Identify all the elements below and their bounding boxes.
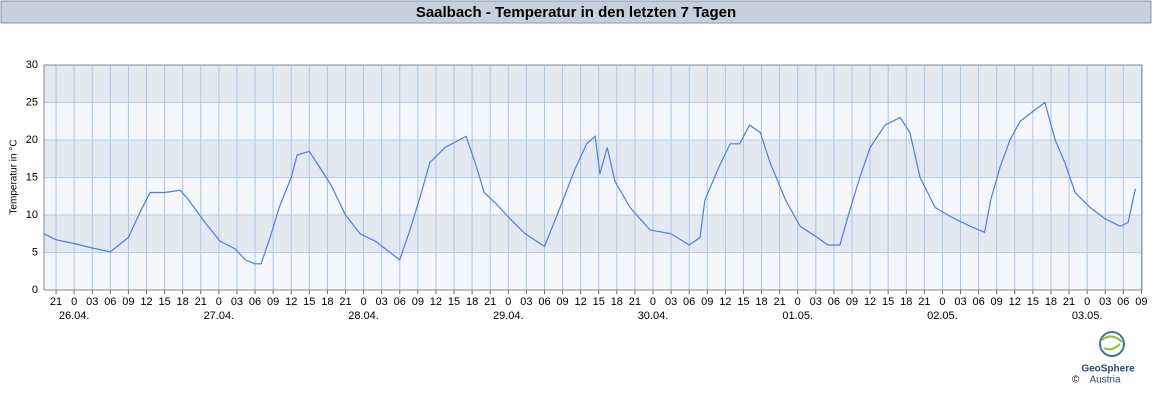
copyright: © (1072, 375, 1080, 386)
x-tick-label: 21 (339, 296, 351, 308)
x-tick-label: 06 (683, 296, 695, 308)
chart-title: Saalbach - Temperatur in den letzten 7 T… (416, 4, 736, 21)
date-label: 28.04. (348, 310, 379, 322)
date-label: 02.05. (927, 310, 958, 322)
x-tick-label: 0 (939, 296, 945, 308)
x-tick-label: 18 (466, 296, 478, 308)
title-bar (0, 0, 1152, 24)
x-tick-label: 15 (448, 296, 460, 308)
x-tick-label: 18 (1045, 296, 1057, 308)
x-tick-label: 0 (361, 296, 367, 308)
x-tick-label: 0 (71, 296, 77, 308)
logo-icon (1101, 335, 1123, 351)
x-tick-label: 18 (611, 296, 623, 308)
x-tick-label: 09 (991, 296, 1003, 308)
x-tick-label: 09 (122, 296, 134, 308)
y-tick-label: 10 (26, 209, 38, 221)
x-tick-label: 15 (593, 296, 605, 308)
band (44, 65, 1142, 103)
x-tick-label: 03 (954, 296, 966, 308)
x-tick-label: 21 (773, 296, 785, 308)
x-tick-label: 03 (231, 296, 243, 308)
x-tick-label: 15 (737, 296, 749, 308)
x-tick-label: 03 (520, 296, 532, 308)
x-tick-label: 09 (1135, 296, 1147, 308)
x-tick-label: 12 (1009, 296, 1021, 308)
y-tick-label: 20 (26, 134, 38, 146)
y-axis-label: Temperatur in °C (9, 139, 20, 214)
x-tick-label: 21 (195, 296, 207, 308)
y-tick-label: 15 (26, 171, 38, 183)
x-tick-label: 06 (972, 296, 984, 308)
date-label: 30.04. (638, 310, 669, 322)
x-tick-label: 18 (900, 296, 912, 308)
x-tick-label: 09 (412, 296, 424, 308)
x-tick-label: 0 (1084, 296, 1090, 308)
date-label: 27.04. (204, 310, 235, 322)
y-tick-label: 5 (32, 246, 38, 258)
x-tick-label: 15 (303, 296, 315, 308)
x-tick-label: 21 (918, 296, 930, 308)
x-tick-label: 03 (376, 296, 388, 308)
x-tick-label: 03 (810, 296, 822, 308)
x-tick-label: 03 (665, 296, 677, 308)
logo-sub: Austria (1089, 375, 1121, 386)
x-tick-label: 15 (882, 296, 894, 308)
x-tick-label: 09 (846, 296, 858, 308)
x-tick-label: 15 (1027, 296, 1039, 308)
date-label: 03.05. (1072, 310, 1103, 322)
x-tick-label: 03 (86, 296, 98, 308)
x-tick-label: 15 (158, 296, 170, 308)
logo-icon (1099, 331, 1125, 357)
plot-border (43, 64, 1143, 291)
x-tick-label: 06 (104, 296, 116, 308)
x-tick-label: 06 (1117, 296, 1129, 308)
x-tick-label: 12 (430, 296, 442, 308)
x-tick-label: 0 (216, 296, 222, 308)
x-tick-label: 21 (50, 296, 62, 308)
x-tick-label: 06 (249, 296, 261, 308)
x-tick-label: 09 (556, 296, 568, 308)
x-tick-label: 03 (1099, 296, 1111, 308)
x-tick-label: 21 (1063, 296, 1075, 308)
temperature-line (43, 101, 1136, 265)
x-tick-label: 06 (828, 296, 840, 308)
x-tick-label: 09 (701, 296, 713, 308)
x-tick-label: 12 (575, 296, 587, 308)
band (44, 215, 1142, 253)
date-label: 01.05. (782, 310, 813, 322)
x-tick-label: 06 (394, 296, 406, 308)
x-tick-label: 06 (538, 296, 550, 308)
x-tick-label: 0 (650, 296, 656, 308)
y-tick-label: 25 (26, 96, 38, 108)
logo-name: GeoSphere (1081, 364, 1135, 375)
x-tick-label: 21 (484, 296, 496, 308)
x-tick-label: 18 (755, 296, 767, 308)
x-tick-label: 12 (285, 296, 297, 308)
x-tick-label: 09 (267, 296, 279, 308)
x-tick-label: 0 (795, 296, 801, 308)
x-tick-label: 0 (505, 296, 511, 308)
band (44, 140, 1142, 178)
x-tick-label: 18 (321, 296, 333, 308)
x-tick-label: 21 (629, 296, 641, 308)
logo: GeoSphere © Austria (1072, 331, 1135, 386)
x-tick-label: 12 (864, 296, 876, 308)
x-tick-label: 18 (177, 296, 189, 308)
date-label: 26.04. (59, 310, 90, 322)
x-tick-label: 12 (719, 296, 731, 308)
y-tick-label: 0 (32, 284, 38, 296)
date-label: 29.04. (493, 310, 524, 322)
x-tick-label: 12 (140, 296, 152, 308)
y-tick-label: 30 (26, 59, 38, 71)
